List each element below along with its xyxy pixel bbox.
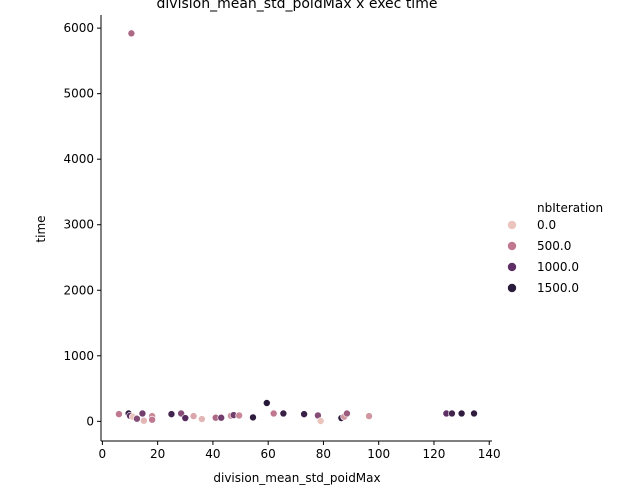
marks-layer [115,29,478,425]
y-tick-label: 4000 [63,152,94,166]
data-point [343,409,351,418]
data-point [189,412,198,420]
x-tick-label: 0 [99,447,107,461]
chart-title: division_mean_std_poidMax x exec time [157,0,438,12]
legend-entry-label: 0.0 [537,218,556,232]
axes-layer: 0 20 40 60 80 100 120 140 0 1000 2000 3000 4000 5000 6… [63,15,501,461]
x-tick-label: 80 [316,447,331,461]
legend-marker [507,220,517,230]
data-point [138,409,147,418]
data-point [269,409,278,418]
data-point [181,414,190,422]
data-point [262,399,271,407]
data-point [133,414,141,423]
x-axis-label: division_mean_std_poidMax [213,471,380,485]
legend-entry-label: 500.0 [537,239,571,253]
x-tick-label: 120 [423,447,446,461]
x-tick-label: 100 [367,447,390,461]
legend-marker [507,241,517,251]
legend-marker [507,283,517,293]
data-point [279,409,288,418]
x-tick-label: 40 [205,447,220,461]
x-tick-label: 20 [150,447,165,461]
data-point [316,417,325,425]
legend-entry-label: 1000.0 [537,260,579,274]
data-point [365,412,373,420]
y-tick-label: 0 [86,414,94,428]
data-point [115,410,123,418]
data-point [470,409,478,418]
legend: nbIteration 0.0 500.0 1000.0 1500.0 [507,201,603,295]
legend-marker [507,262,517,272]
data-point [448,409,456,418]
x-tick-label: 60 [261,447,276,461]
legend-title: nbIteration [537,201,603,215]
data-point [217,413,226,422]
y-tick-label: 1000 [63,349,94,363]
data-point [127,29,136,38]
y-tick-label: 6000 [63,21,94,35]
data-point [300,410,308,418]
y-axis-label: time [34,215,48,242]
legend-entry-label: 1500.0 [537,281,579,295]
data-point [148,415,156,424]
y-tick-label: 2000 [63,283,94,297]
data-point [167,410,176,418]
data-point [457,409,466,418]
data-point [198,415,206,423]
x-tick-label: 140 [478,447,501,461]
data-point [249,413,257,422]
data-point [235,411,243,420]
data-point [140,416,148,425]
y-tick-label: 3000 [63,218,94,232]
y-tick-label: 5000 [63,87,94,101]
